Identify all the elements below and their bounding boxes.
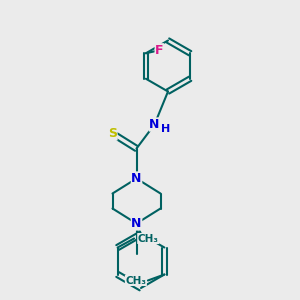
Text: CH₃: CH₃ [138,233,159,244]
Text: N: N [131,172,142,185]
Text: N: N [149,118,160,131]
Text: F: F [155,44,164,57]
Text: S: S [108,127,117,140]
Text: CH₃: CH₃ [125,275,146,286]
Text: H: H [161,124,170,134]
Text: N: N [131,217,142,230]
